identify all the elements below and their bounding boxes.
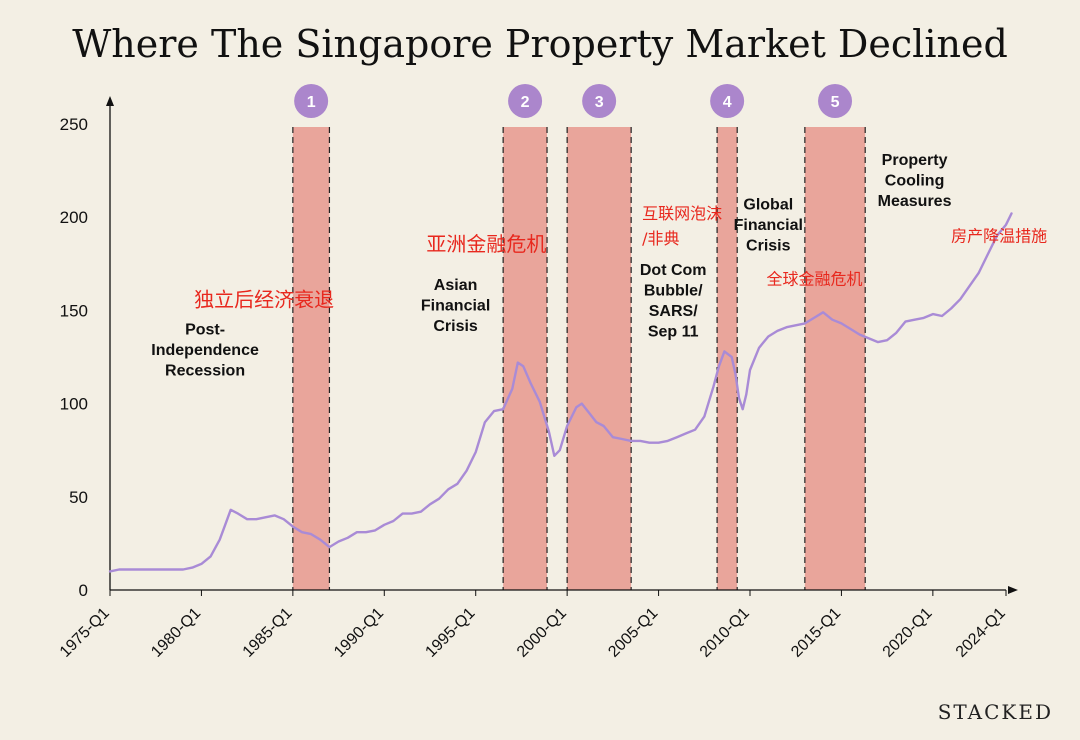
y-ticks: 0 50 100 150 200 250 <box>60 115 88 600</box>
annotation-dot-com: SARS/ <box>649 303 698 320</box>
annotation-asian-financial: Financial <box>421 297 490 314</box>
annotation-post-independence: Post- <box>185 322 225 339</box>
brand-logo: STACKED <box>938 700 1053 724</box>
x-tick-label: 2020-Q1 <box>880 605 936 661</box>
annotation-cn-cooling-measures: 房产降温措施 <box>951 226 1047 245</box>
annotation-cn-dot-com-line2: /非典 <box>642 229 679 248</box>
band-badge <box>294 84 329 118</box>
x-tick-label: 1990-Q1 <box>331 605 387 661</box>
annotation-dot-com: Sep 11 <box>648 323 699 340</box>
series <box>108 212 1013 573</box>
x-tick-label: 2010-Q1 <box>697 605 753 661</box>
annotation-cn-asian-financial: 亚洲金融危机 <box>426 232 546 256</box>
annotation-global-financial: Financial <box>734 217 803 234</box>
y-tick-label: 200 <box>60 208 88 227</box>
band-badge <box>710 84 745 118</box>
band-badge <box>818 84 853 118</box>
band-badge <box>582 84 617 118</box>
band-badge-label: 2 <box>521 94 530 111</box>
annotations: Post- Independence Recession 独立后经济衰退 Asian Fi… <box>151 152 1047 380</box>
x-tick-label: 2000-Q1 <box>514 605 570 661</box>
y-tick-label: 150 <box>60 301 88 320</box>
band-badge <box>508 84 543 118</box>
decline-band <box>717 127 738 590</box>
annotation-cooling-measures: Property <box>882 152 948 169</box>
band-badge-label: 4 <box>723 94 732 111</box>
annotation-cn-dot-com: 互联网泡沫 <box>642 204 722 223</box>
x-tick-label: 2005-Q1 <box>605 605 661 661</box>
price-index-line <box>108 212 1013 573</box>
y-axis-arrow <box>106 96 114 106</box>
decline-band <box>292 127 330 590</box>
annotation-dot-com: Dot Com <box>640 262 707 279</box>
annotation-cooling-measures: Measures <box>878 193 952 210</box>
x-tick-label: 1980-Q1 <box>148 605 204 661</box>
y-tick-label: 100 <box>60 395 88 414</box>
y-tick-label: 250 <box>60 115 88 134</box>
decline-band <box>567 127 632 590</box>
decline-bands: 1 2 3 4 5 <box>292 84 866 590</box>
annotation-cooling-measures: Cooling <box>885 173 945 190</box>
y-tick-label: 50 <box>69 488 88 507</box>
annotation-global-financial: Global <box>743 197 793 214</box>
decline-band <box>804 127 866 590</box>
chart-title: Where The Singapore Property Market Decl… <box>72 22 1008 66</box>
annotation-post-independence: Independence <box>151 342 259 359</box>
x-tick-label: 1985-Q1 <box>240 605 296 661</box>
y-tick-label: 0 <box>79 581 88 600</box>
x-tick-label: 2015-Q1 <box>788 605 844 661</box>
annotation-post-independence: Recession <box>165 363 245 380</box>
annotation-cn-post-independence: 独立后经济衰退 <box>194 288 334 312</box>
x-tick-label: 1975-Q1 <box>57 605 113 661</box>
band-badge-label: 5 <box>831 94 840 111</box>
annotation-asian-financial: Asian <box>434 277 478 294</box>
annotation-cn-global-financial: 全球金融危机 <box>766 269 862 288</box>
band-badge-label: 1 <box>307 94 316 111</box>
annotation-asian-financial: Crisis <box>433 318 478 335</box>
x-tick-label: 1995-Q1 <box>422 605 478 661</box>
decline-band <box>503 127 548 590</box>
x-tick-label: 2024-Q1 <box>953 605 1009 661</box>
axes <box>106 96 1018 594</box>
x-ticks: 1975-Q1 1980-Q1 1985-Q1 1990-Q1 1995-Q1 2000-… <box>57 590 1009 661</box>
annotation-dot-com: Bubble/ <box>644 282 703 299</box>
x-axis-arrow <box>1008 586 1018 594</box>
band-badge-label: 3 <box>595 94 604 111</box>
annotation-global-financial: Crisis <box>746 238 791 255</box>
